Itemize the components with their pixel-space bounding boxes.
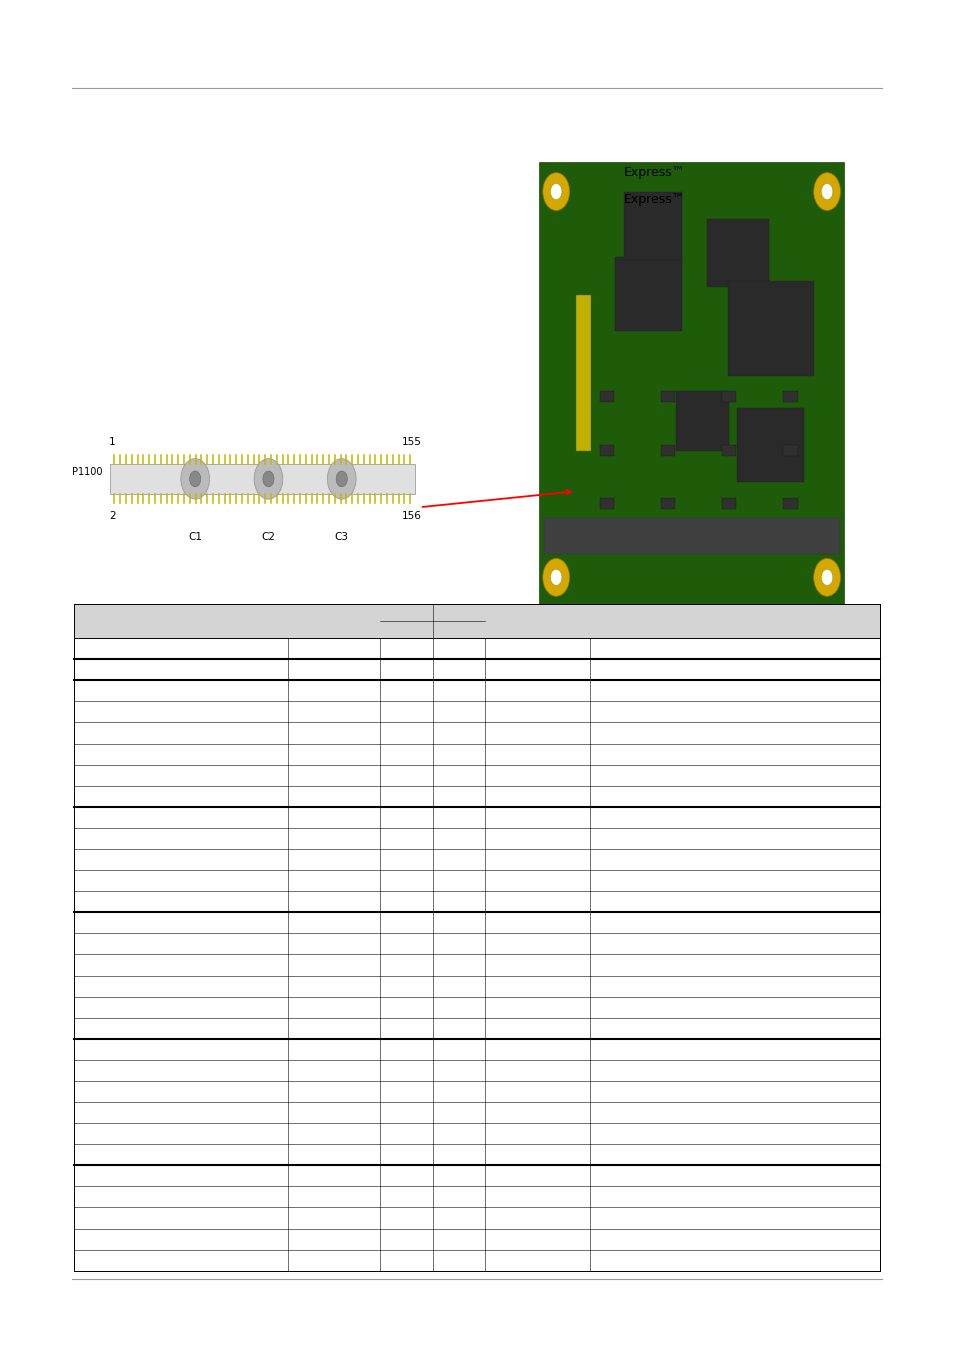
Bar bbox=[74, 604, 879, 638]
Circle shape bbox=[813, 558, 840, 596]
Text: 155: 155 bbox=[402, 437, 421, 447]
Bar bbox=[599, 498, 614, 509]
Circle shape bbox=[542, 558, 569, 596]
Bar bbox=[721, 391, 736, 402]
Bar bbox=[660, 445, 675, 456]
Bar bbox=[737, 409, 803, 483]
Circle shape bbox=[190, 471, 200, 487]
Bar bbox=[624, 193, 681, 260]
Bar bbox=[575, 295, 590, 451]
Bar bbox=[676, 391, 728, 451]
Circle shape bbox=[335, 471, 347, 487]
Circle shape bbox=[550, 183, 561, 200]
Text: 1: 1 bbox=[110, 437, 115, 447]
Bar bbox=[599, 391, 614, 402]
Circle shape bbox=[542, 173, 569, 210]
Bar bbox=[615, 256, 681, 331]
Circle shape bbox=[550, 569, 561, 585]
Circle shape bbox=[327, 459, 355, 499]
Text: 2: 2 bbox=[110, 511, 115, 521]
Bar bbox=[721, 498, 736, 509]
Text: Express™: Express™ bbox=[623, 166, 684, 179]
Circle shape bbox=[821, 569, 832, 585]
Bar bbox=[706, 219, 768, 286]
Bar bbox=[660, 498, 675, 509]
Text: 156: 156 bbox=[402, 511, 421, 521]
Bar bbox=[543, 518, 839, 553]
Bar bbox=[660, 391, 675, 402]
Bar bbox=[782, 498, 797, 509]
Circle shape bbox=[821, 183, 832, 200]
Text: C2: C2 bbox=[261, 532, 275, 541]
Circle shape bbox=[813, 173, 840, 210]
Text: P1100: P1100 bbox=[71, 467, 102, 478]
Text: C3: C3 bbox=[335, 532, 349, 541]
Bar bbox=[727, 281, 813, 375]
Bar bbox=[721, 445, 736, 456]
Bar bbox=[782, 391, 797, 402]
Bar bbox=[538, 162, 843, 607]
Bar bbox=[782, 445, 797, 456]
Circle shape bbox=[181, 459, 210, 499]
Text: C1: C1 bbox=[188, 532, 202, 541]
Circle shape bbox=[263, 471, 274, 487]
Bar bbox=[599, 445, 614, 456]
Circle shape bbox=[253, 459, 282, 499]
Text: Express™: Express™ bbox=[623, 193, 684, 206]
Bar bbox=[110, 464, 415, 494]
